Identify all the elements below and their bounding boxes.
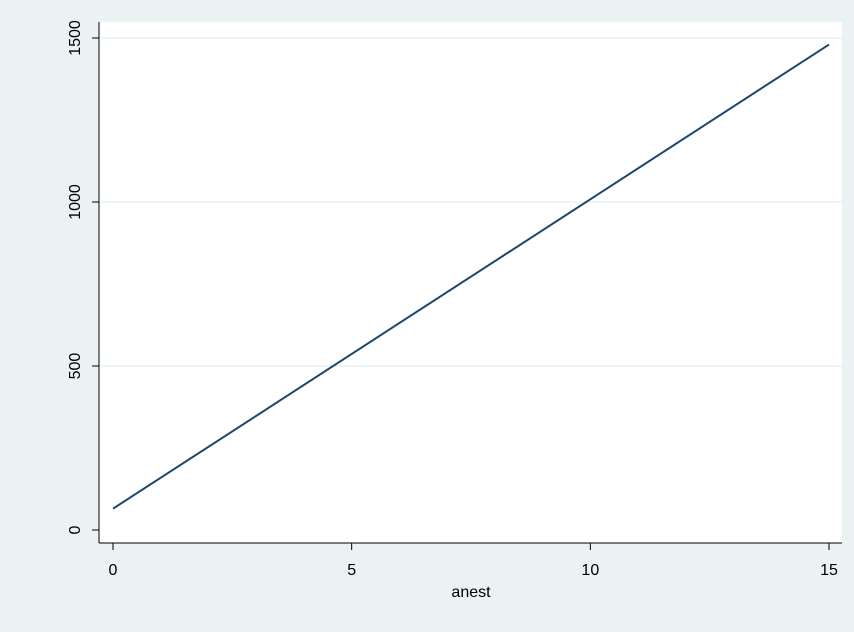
axes — [98, 22, 842, 544]
gridlines — [99, 37, 842, 367]
y-tick-label: 1000 — [67, 184, 84, 220]
ticks: 0 500 1000 1500 0 5 10 15 — [67, 20, 838, 579]
x-tick-label: 5 — [347, 562, 356, 579]
y-tick-label: 500 — [67, 353, 84, 380]
y-tick-label: 1500 — [67, 20, 84, 56]
x-tick-label: 0 — [109, 562, 118, 579]
y-tick-label: 0 — [67, 525, 84, 534]
x-tick-label: 15 — [820, 562, 838, 579]
plot-area — [99, 22, 842, 543]
x-tick-label: 10 — [581, 562, 599, 579]
series — [112, 43, 830, 510]
series-line — [112, 43, 830, 510]
x-axis-title: anest — [451, 584, 491, 601]
